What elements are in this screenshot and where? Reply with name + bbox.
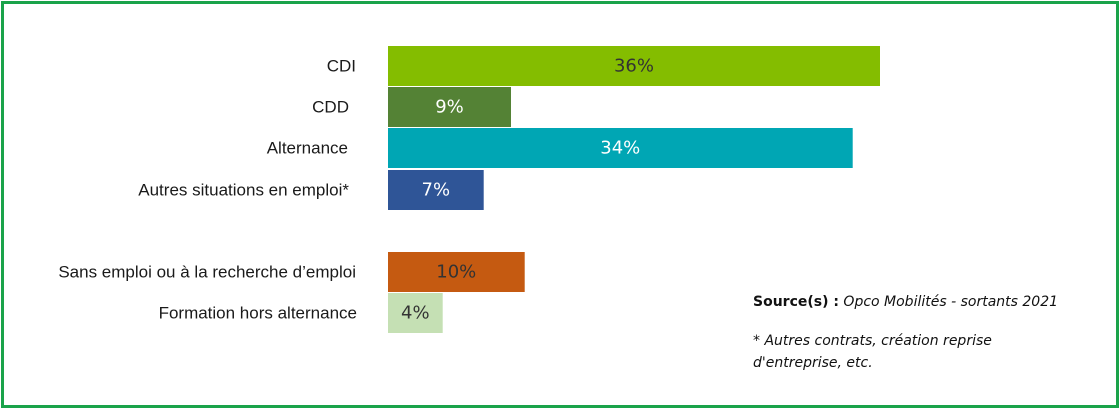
value-label-alternance: 34% xyxy=(600,138,640,159)
source-note: Source(s) : Opco Mobilités - sortants 20… xyxy=(753,292,1058,314)
source-label: Source(s) : xyxy=(753,294,839,310)
bar-cdi xyxy=(388,46,880,86)
category-label-autres-situations-en-emploi: Autres situations en emploi* xyxy=(138,181,349,200)
source-text: Opco Mobilités - sortants 2021 xyxy=(843,294,1059,310)
category-label-cdi: CDI xyxy=(327,57,356,76)
footnote-line-2: d'entreprise, etc. xyxy=(753,354,873,371)
category-label-cdd: CDD xyxy=(312,98,349,117)
bar-autres-situations-en-emploi xyxy=(388,170,484,210)
value-label-sans-emploi-ou-a-la-recherche-d-emploi: 10% xyxy=(436,262,476,283)
value-label-cdi: 36% xyxy=(614,56,654,77)
category-label-sans-emploi-ou-a-la-recherche-d-emploi: Sans emploi ou à la recherche d’emploi xyxy=(58,263,356,282)
bar-alternance xyxy=(388,128,853,168)
value-label-autres-situations-en-emploi: 7% xyxy=(422,180,451,201)
value-label-formation-hors-alternance: 4% xyxy=(401,303,430,324)
footnote-line-1: * Autres contrats, création reprise xyxy=(753,333,992,349)
category-label-formation-hors-alternance: Formation hors alternance xyxy=(159,304,357,323)
bar-cdd xyxy=(388,87,511,127)
category-label-alternance: Alternance xyxy=(267,139,348,158)
footnote: * Autres contrats, création reprise d'en… xyxy=(753,331,992,374)
value-label-cdd: 9% xyxy=(435,97,464,118)
bar-sans-emploi-ou-a-la-recherche-d-emploi xyxy=(388,252,525,292)
bar-formation-hors-alternance xyxy=(388,293,443,333)
